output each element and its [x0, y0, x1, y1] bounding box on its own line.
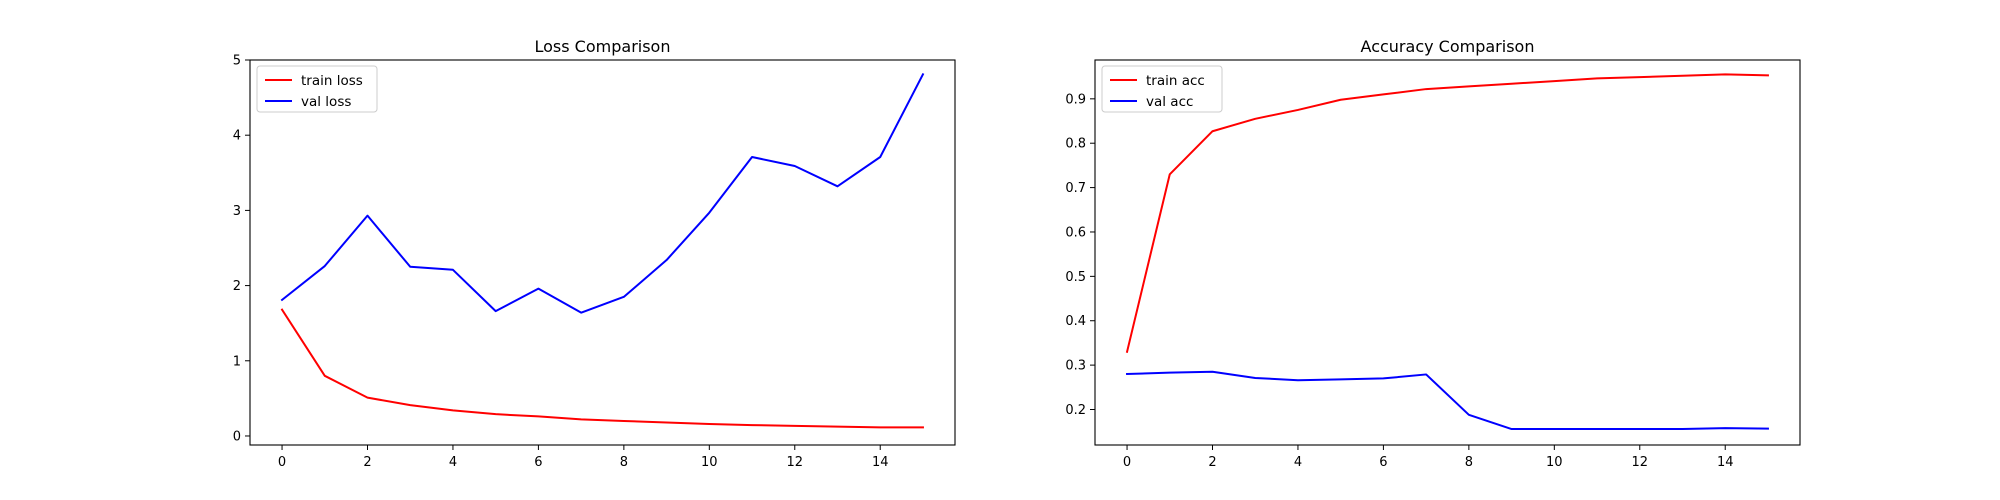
loss-series-train-loss-line [280, 308, 924, 429]
loss-legend-label: val loss [301, 94, 351, 110]
accuracy-y-tick-label: 0.9 [1065, 92, 1086, 107]
loss-axes-frame [249, 59, 956, 446]
loss-x-tick-label: 4 [449, 455, 457, 470]
loss-legend-label: train loss [301, 73, 363, 89]
accuracy-chart-title: Accuracy Comparison [1361, 37, 1535, 56]
accuracy-y-tick-label: 0.6 [1065, 225, 1086, 240]
loss-x-tick-label: 6 [534, 455, 542, 470]
loss-y-tick-label: 1 [233, 354, 241, 369]
accuracy-y-tick-label: 0.5 [1065, 270, 1086, 285]
accuracy-x-tick-label: 14 [1717, 455, 1734, 470]
loss-y-tick-label: 5 [233, 54, 241, 69]
accuracy-series-train-acc-line [1125, 73, 1769, 354]
accuracy-x-tick-label: 2 [1208, 455, 1216, 470]
loss-x-tick-label: 8 [620, 455, 628, 470]
loss-x-tick-label: 12 [786, 455, 803, 470]
loss-x-tick-label: 2 [363, 455, 371, 470]
accuracy-legend-label: train acc [1146, 73, 1205, 89]
loss-series-val-loss-line [280, 72, 925, 314]
loss-legend: train loss val loss [256, 65, 378, 113]
accuracy-x-tick-label: 8 [1465, 455, 1473, 470]
accuracy-legend: train acc val acc [1101, 65, 1223, 113]
accuracy-y-tick-label: 0.8 [1065, 137, 1086, 152]
loss-y-tick-label: 3 [233, 204, 241, 219]
accuracy-comparison-chart: Accuracy Comparison 0 2 4 6 8 10 12 14 0.2 0.3 0.4… [1065, 37, 1801, 470]
accuracy-plot-area: 0 2 4 6 8 10 12 14 0.2 0.3 0.4 0.5 0.6 0.7 0.8 0.9 train… [1065, 59, 1801, 470]
accuracy-y-tick-label: 0.7 [1065, 181, 1086, 196]
accuracy-y-tick-label: 0.3 [1065, 359, 1086, 374]
loss-chart-title: Loss Comparison [535, 37, 671, 56]
accuracy-y-tick-label: 0.2 [1065, 403, 1086, 418]
loss-y-tick-label: 2 [233, 279, 241, 294]
accuracy-y-tick-label: 0.4 [1065, 314, 1086, 329]
accuracy-x-tick-label: 4 [1294, 455, 1302, 470]
loss-x-tick-label: 0 [278, 455, 286, 470]
accuracy-x-tick-label: 0 [1123, 455, 1131, 470]
loss-x-tick-label: 10 [701, 455, 718, 470]
accuracy-x-tick-label: 12 [1631, 455, 1648, 470]
loss-x-tick-label: 14 [872, 455, 889, 470]
accuracy-axes-frame [1094, 59, 1801, 446]
accuracy-legend-label: val acc [1146, 94, 1193, 110]
accuracy-x-tick-label: 10 [1546, 455, 1563, 470]
loss-y-tick-label: 0 [233, 429, 241, 444]
accuracy-x-tick-label: 6 [1379, 455, 1387, 470]
loss-y-tick-label: 4 [233, 129, 241, 144]
accuracy-series-val-acc-line [1126, 370, 1769, 431]
